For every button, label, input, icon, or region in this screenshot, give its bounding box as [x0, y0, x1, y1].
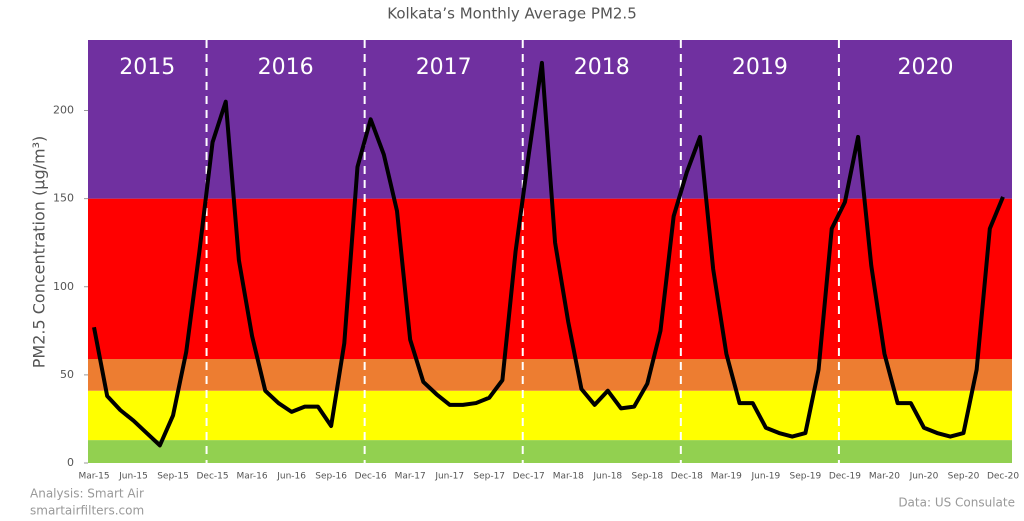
y-tick-label: 50	[60, 368, 74, 381]
x-tick-label: Sep-19	[790, 472, 822, 482]
aqi-band	[88, 440, 1012, 463]
year-label: 2020	[897, 55, 953, 80]
x-tick-label: Sep-17	[473, 472, 505, 482]
x-tick-label: Dec-20	[987, 472, 1019, 482]
x-tick-label: Mar-20	[869, 472, 900, 482]
x-tick-label: Mar-15	[78, 472, 109, 482]
footnote: smartairfilters.com	[30, 504, 144, 518]
x-tick-label: Jun-18	[592, 472, 622, 482]
x-tick-label: Sep-18	[631, 472, 663, 482]
y-tick-label: 100	[53, 280, 74, 293]
x-tick-label: Mar-18	[553, 472, 584, 482]
data-line	[92, 60, 1005, 448]
x-tick-label: Jun-15	[118, 472, 148, 482]
x-tick-label: Jun-20	[909, 472, 939, 482]
x-tick-label: Dec-15	[197, 472, 229, 482]
year-label: 2016	[258, 55, 314, 80]
year-label: 2019	[732, 55, 788, 80]
x-tick-label: Mar-16	[237, 472, 268, 482]
y-axis-label: PM2.5 Concentration (μg/m³)	[30, 136, 49, 368]
y-tick-label: 0	[67, 456, 74, 469]
year-label: 2018	[574, 55, 630, 80]
footnote: Analysis: Smart Air	[30, 487, 144, 501]
x-tick-label: Jun-17	[434, 472, 464, 482]
x-tick-label: Dec-17	[513, 472, 545, 482]
x-tick-label: Dec-18	[671, 472, 703, 482]
aqi-band	[88, 359, 1012, 391]
x-tick-label: Mar-17	[395, 472, 426, 482]
y-tick-label: 150	[53, 192, 74, 205]
x-tick-label: Dec-19	[829, 472, 861, 482]
chart-title: Kolkata’s Monthly Average PM2.5	[387, 5, 637, 23]
year-label: 2015	[119, 55, 175, 80]
x-tick-label: Sep-16	[315, 472, 347, 482]
x-tick-label: Jun-19	[750, 472, 780, 482]
x-tick-label: Mar-19	[711, 472, 742, 482]
x-tick-label: Jun-16	[276, 472, 306, 482]
x-tick-label: Sep-20	[948, 472, 980, 482]
y-tick-label: 200	[53, 104, 74, 117]
year-label: 2017	[416, 55, 472, 80]
aqi-band	[88, 390, 1012, 441]
x-tick-label: Sep-15	[157, 472, 189, 482]
footnote: Data: US Consulate	[898, 496, 1015, 510]
x-tick-label: Dec-16	[355, 472, 387, 482]
